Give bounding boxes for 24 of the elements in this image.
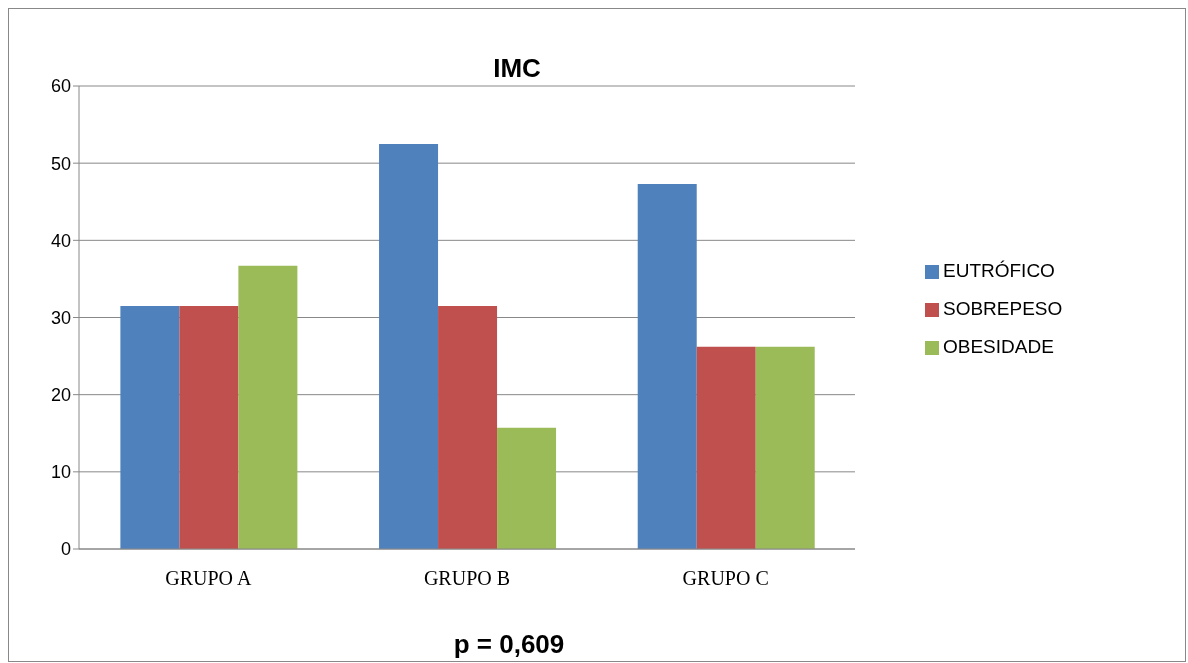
x-tick-label: GRUPO C: [682, 567, 769, 590]
x-tick-label: GRUPO B: [423, 567, 511, 590]
legend-label: EUTRÓFICO: [943, 260, 1055, 281]
legend-label: OBESIDADE: [943, 336, 1054, 357]
y-tick-label: 20: [50, 385, 71, 406]
y-tick-label: 30: [50, 307, 71, 328]
x-tick-label: GRUPO A: [165, 567, 252, 590]
y-tick-label: 10: [50, 462, 71, 483]
bar: [120, 305, 180, 549]
bar: [637, 184, 697, 549]
bar: [238, 265, 298, 549]
bar: [179, 305, 239, 549]
bar: [696, 346, 756, 549]
chart-title: IMC: [493, 53, 541, 83]
bar: [755, 346, 815, 549]
bar: [379, 143, 439, 549]
y-tick-label: 40: [50, 230, 71, 251]
bar: [497, 427, 557, 549]
y-tick-label: 60: [50, 76, 71, 97]
text: p = 0,609: [452, 629, 566, 660]
y-tick-label: 0: [60, 539, 71, 560]
bar: [438, 305, 498, 549]
y-tick-label: 50: [50, 153, 71, 174]
legend-label: SOBREPESO: [943, 298, 1063, 319]
